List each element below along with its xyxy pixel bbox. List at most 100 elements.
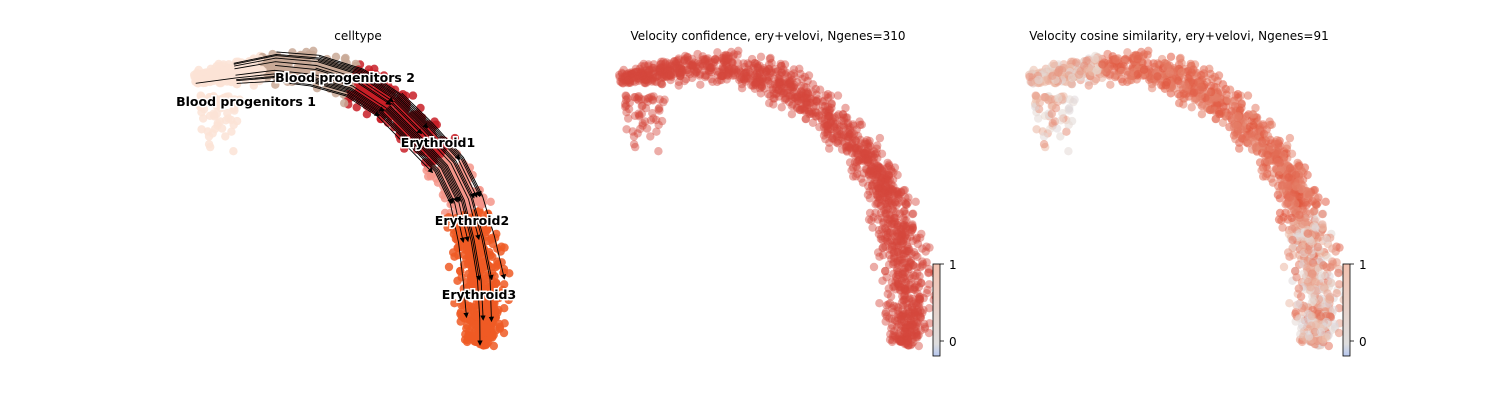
velocity-streamlines	[195, 51, 507, 346]
cell-point	[876, 178, 885, 187]
cell-point	[785, 76, 794, 86]
cell-point	[911, 251, 920, 260]
cell-point	[901, 294, 910, 304]
cell-point	[804, 89, 813, 98]
cell-point	[925, 304, 934, 313]
cell-point	[887, 196, 896, 206]
cell-point	[723, 69, 733, 79]
cell-point	[879, 165, 889, 174]
cell-point	[710, 55, 720, 64]
cell-point	[499, 328, 509, 338]
cell-point	[888, 321, 897, 330]
cell-point	[843, 142, 852, 151]
cell-point	[916, 263, 925, 272]
cell-point	[774, 78, 783, 87]
cell-point	[686, 61, 695, 70]
cell-point	[893, 274, 902, 284]
cell-point	[769, 89, 778, 98]
cell-point	[652, 127, 661, 136]
cell-point	[825, 105, 834, 115]
cell-point	[340, 99, 349, 108]
streamline	[387, 107, 483, 346]
cell-point	[780, 60, 790, 69]
cell-point	[903, 303, 912, 312]
cell-point	[874, 163, 884, 172]
cell-point	[860, 155, 870, 164]
cell-point	[920, 322, 930, 332]
cell-point	[865, 136, 874, 146]
cell-point	[853, 169, 862, 178]
cell-point	[866, 166, 875, 175]
cell-point	[724, 54, 733, 63]
cell-point	[640, 117, 650, 126]
cell-point	[705, 57, 714, 66]
cell-point	[783, 72, 792, 81]
cell-point	[851, 172, 861, 181]
cell-point	[836, 130, 846, 139]
cell-point	[657, 73, 667, 83]
cell-point	[800, 72, 810, 82]
panel-celltype: celltype Blood progenitors 1 Blood proge…	[175, 29, 518, 351]
cell-point	[731, 66, 741, 75]
cell-point	[664, 62, 673, 72]
cell-point	[914, 303, 924, 312]
cell-point	[860, 139, 869, 149]
cell-point	[1298, 321, 1307, 330]
cell-point	[735, 66, 745, 76]
cell-point	[792, 94, 801, 104]
cell-point	[893, 266, 902, 275]
cell-point	[777, 103, 786, 112]
cell-point	[679, 65, 688, 75]
cell-point	[774, 74, 783, 83]
cell-point	[635, 72, 644, 81]
cell-point	[621, 101, 631, 110]
cell-point	[881, 182, 891, 191]
cell-point	[822, 106, 831, 115]
cell-point	[893, 191, 902, 200]
cell-point	[884, 177, 893, 186]
cell-point	[774, 92, 784, 101]
cell-point	[820, 96, 829, 105]
cell-point	[766, 79, 775, 89]
cell-point	[897, 321, 906, 330]
cell-point	[737, 72, 747, 82]
cell-point	[787, 91, 796, 100]
cell-point	[900, 232, 910, 242]
cell-point	[676, 64, 686, 73]
cell-point	[675, 69, 685, 79]
cell-point	[902, 320, 911, 329]
cell-point	[623, 71, 632, 81]
cell-point	[758, 74, 767, 83]
cell-point	[1139, 65, 1149, 74]
cell-point	[908, 236, 917, 246]
cell-point	[770, 80, 780, 89]
cell-point	[672, 63, 681, 72]
cell-point	[345, 80, 355, 89]
cell-point	[906, 323, 915, 333]
cell-point	[882, 312, 891, 321]
cell-point	[750, 58, 759, 68]
cell-point	[863, 142, 873, 152]
cell-point	[717, 71, 726, 80]
cell-point	[645, 66, 654, 75]
cell-point	[882, 301, 891, 310]
cell-point	[906, 327, 915, 337]
cell-point	[1316, 327, 1326, 337]
colorbar-confidence-tick-label-1: 1	[949, 258, 957, 272]
cell-point	[492, 279, 501, 288]
cell-point	[1272, 139, 1281, 149]
cell-point	[901, 277, 910, 287]
cell-point	[902, 335, 911, 344]
cell-point	[641, 75, 650, 85]
cell-point	[645, 73, 654, 83]
cell-point	[627, 68, 636, 77]
cell-point	[674, 77, 684, 87]
cell-point	[882, 203, 891, 212]
cell-point	[1268, 178, 1278, 187]
cell-point	[637, 62, 646, 71]
cell-point	[678, 67, 687, 77]
cell-point	[702, 71, 711, 81]
cell-point	[623, 76, 632, 85]
cell-point	[670, 61, 679, 70]
cell-point	[657, 116, 667, 126]
